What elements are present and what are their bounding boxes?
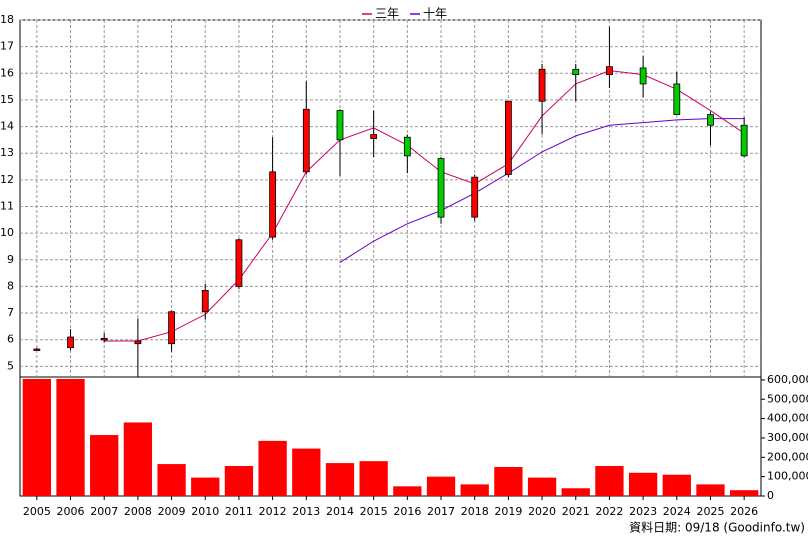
candle-body	[707, 114, 714, 126]
volume-bar	[224, 466, 254, 496]
x-tick-label: 2014	[326, 505, 354, 518]
y2-tick-label: 200,000	[767, 450, 808, 463]
y2-tick-label: 300,000	[767, 431, 808, 444]
volume-bar	[460, 484, 489, 496]
y-tick-label: 12	[0, 173, 14, 186]
volume-bar	[426, 476, 456, 496]
x-tick-label: 2023	[629, 505, 657, 518]
source-note: 資料日期: 09/18 (Goodinfo.tw)	[629, 521, 805, 535]
volume-bar	[393, 486, 422, 496]
y-tick-label: 11	[0, 199, 14, 212]
x-tick-label: 2011	[225, 505, 253, 518]
volume-bar	[90, 435, 119, 496]
y-tick-label: 13	[0, 146, 14, 159]
volume-bar	[359, 461, 388, 496]
volume-bar	[595, 466, 624, 496]
volume-bar	[561, 488, 590, 496]
candle-body	[33, 348, 41, 351]
candle-body	[134, 340, 142, 345]
x-tick-label: 2010	[191, 505, 219, 518]
y-tick-label: 18	[0, 13, 14, 26]
volume-bar	[56, 378, 85, 496]
volume-bar	[123, 422, 153, 496]
y-tick-label: 15	[0, 93, 14, 106]
volume-bar	[527, 477, 557, 496]
candle-body	[403, 136, 411, 157]
y2-tick-label: 600,000	[767, 373, 808, 386]
candle-body	[336, 110, 344, 141]
plot-frame	[19, 19, 762, 497]
y-tick-label: 9	[7, 253, 14, 266]
volume-bar	[157, 464, 186, 496]
y2-tick-label: 400,000	[767, 412, 808, 425]
ma-line	[339, 118, 745, 263]
x-tick-label: 2020	[528, 505, 556, 518]
y2-tick-label: 0	[767, 489, 774, 502]
volume-bar	[258, 440, 287, 496]
x-tick-label: 2013	[292, 505, 320, 518]
y2-tick-label: 500,000	[767, 392, 808, 405]
candle-body	[606, 66, 613, 76]
x-tick-label: 2026	[730, 505, 758, 518]
x-tick-label: 2005	[23, 505, 51, 518]
y-tick-label: 14	[0, 120, 14, 133]
y-tick-label: 6	[7, 333, 14, 346]
candle-body	[67, 336, 74, 349]
volume-bar	[628, 472, 658, 496]
x-tick-label: 2016	[393, 505, 421, 518]
volume-bar	[662, 474, 691, 496]
candle-body	[269, 171, 277, 238]
volume-bar	[325, 463, 355, 496]
volume-bar	[730, 490, 759, 496]
candle-body	[201, 290, 209, 313]
y2-tick-label: 100,000	[767, 470, 808, 483]
candle-body	[673, 83, 681, 115]
y-tick-label: 10	[0, 226, 14, 239]
candle-body	[302, 108, 310, 173]
x-tick-label: 2012	[259, 505, 287, 518]
legend-label: 三年	[375, 7, 399, 21]
x-tick-label: 2015	[360, 505, 388, 518]
candle-body	[639, 67, 647, 85]
candle-body	[572, 68, 580, 76]
candle-body	[538, 68, 546, 102]
x-tick-label: 2021	[562, 505, 590, 518]
x-tick-label: 2019	[494, 505, 522, 518]
x-tick-label: 2024	[663, 505, 691, 518]
x-tick-label: 2025	[696, 505, 724, 518]
candle-body	[235, 239, 243, 287]
volume-bar	[191, 477, 220, 496]
x-tick-label: 2007	[90, 505, 118, 518]
candle-body	[437, 158, 445, 218]
legend-label: 十年	[423, 7, 447, 21]
x-tick-label: 2006	[57, 505, 85, 518]
x-tick-label: 2022	[595, 505, 623, 518]
candle-body	[100, 337, 108, 341]
candle-body	[740, 124, 748, 157]
y-tick-label: 16	[0, 66, 14, 79]
volume-bar	[22, 378, 51, 496]
x-tick-label: 2008	[124, 505, 152, 518]
candle-body	[471, 176, 479, 218]
x-tick-label: 2018	[461, 505, 489, 518]
volume-bar	[292, 448, 321, 496]
candle-body	[168, 311, 175, 345]
ma-line	[104, 70, 745, 342]
y-tick-label: 5	[7, 359, 14, 372]
x-tick-label: 2009	[158, 505, 186, 518]
y-tick-label: 7	[7, 306, 14, 319]
y-tick-label: 8	[7, 279, 14, 292]
y-tick-label: 17	[0, 40, 14, 53]
candle-body	[370, 134, 378, 139]
x-tick-label: 2017	[427, 505, 455, 518]
volume-bar	[696, 484, 725, 496]
candle-body	[504, 100, 512, 175]
volume-bar	[494, 466, 523, 496]
